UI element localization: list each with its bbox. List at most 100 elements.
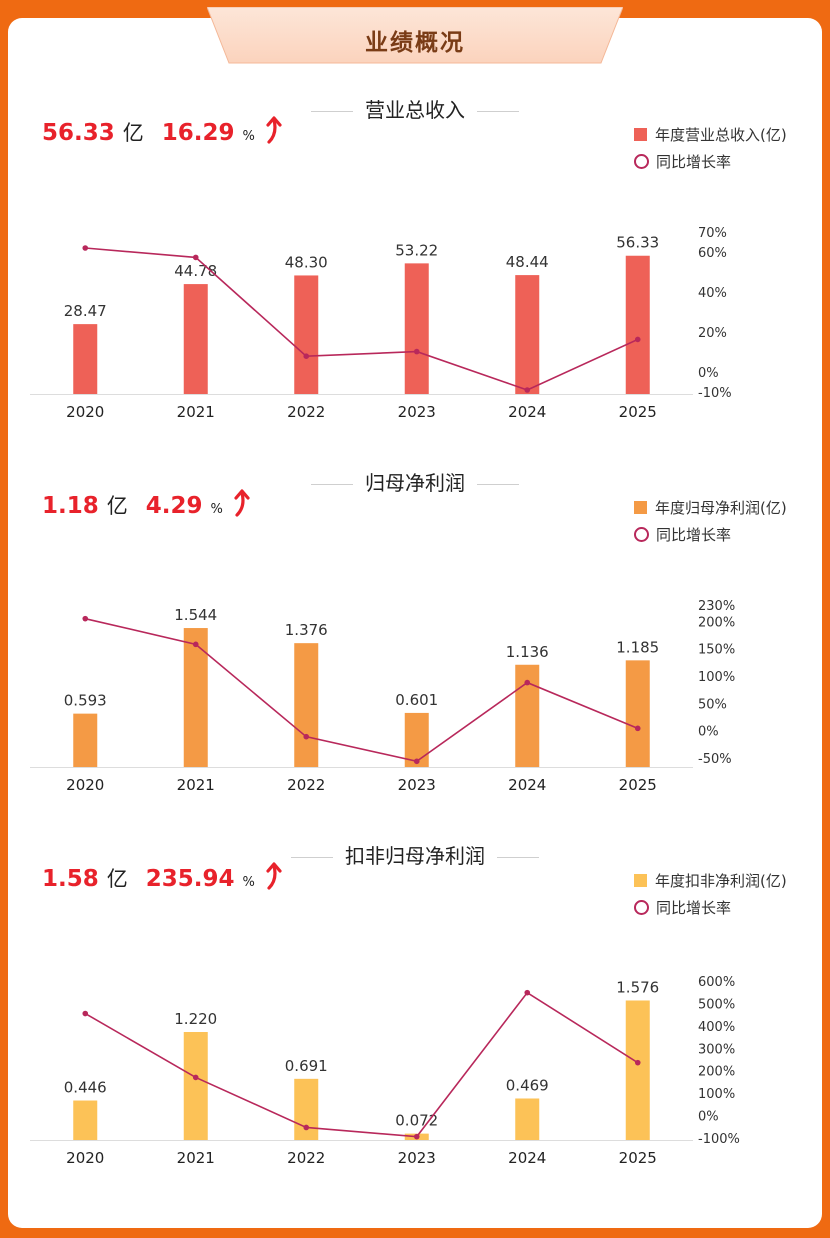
y2-tick-label: 100% <box>698 670 735 685</box>
kpi-summary: 1.18 亿 4.29% <box>42 489 251 521</box>
kpi-growth: 16.29 <box>161 120 235 146</box>
growth-point-2021 <box>192 1074 199 1081</box>
legend-item-bar[interactable]: 年度扣非净利润(亿) <box>634 870 787 892</box>
bar-2022 <box>294 275 319 394</box>
deducted-profit-section: 扣非归母净利润 1.58 亿 235.94% 年度扣非净利润(亿) 同比增长率 0.… <box>8 844 822 1221</box>
x-tick-label: 2024 <box>508 776 546 794</box>
x-tick-label: 2022 <box>287 1149 325 1167</box>
growth-point-2022 <box>303 1124 310 1131</box>
chart-legend: 年度归母净利润(亿) 同比增长率 <box>634 497 787 551</box>
growth-point-2024 <box>524 679 531 686</box>
x-tick-label: 2020 <box>66 403 104 421</box>
growth-point-2025 <box>634 725 641 732</box>
legend-label: 同比增长率 <box>656 899 732 917</box>
bar-value-label: 53.22 <box>395 241 438 259</box>
growth-point-2024 <box>524 989 531 996</box>
legend-circle-icon <box>634 900 649 915</box>
section-title-text: 营业总收入 <box>365 98 465 122</box>
bar-2025 <box>625 255 650 394</box>
section-title: 营业总收入 <box>8 94 822 123</box>
legend-swatch <box>634 128 647 141</box>
section-title: 扣非归母净利润 <box>8 840 822 869</box>
growth-point-2025 <box>634 1059 641 1066</box>
kpi-summary: 56.33 亿 16.29% <box>42 116 283 148</box>
banner-shape <box>207 7 623 64</box>
growth-line <box>85 247 639 391</box>
y2-tick-label: -100% <box>698 1132 740 1147</box>
growth-point-2023 <box>413 758 420 765</box>
legend-label: 年度营业总收入(亿) <box>655 126 787 144</box>
y2-tick-label: 500% <box>698 997 735 1012</box>
x-tick-label: 2021 <box>177 776 215 794</box>
kpi-summary: 1.58 亿 235.94% <box>42 862 283 894</box>
legend-item-bar[interactable]: 年度营业总收入(亿) <box>634 124 787 146</box>
section-title-text: 归母净利润 <box>365 471 465 495</box>
y2-tick-label: 70% <box>698 226 727 241</box>
legend-item-line[interactable]: 同比增长率 <box>634 897 787 919</box>
legend-item-bar[interactable]: 年度归母净利润(亿) <box>634 497 787 519</box>
bar-2022 <box>294 1078 319 1140</box>
growth-line <box>84 991 639 1138</box>
growth-point-2023 <box>413 1133 420 1140</box>
summary-card <box>8 18 822 1228</box>
kpi-unit: 亿 <box>106 494 128 518</box>
section-title: 归母净利润 <box>8 467 822 496</box>
up-arrow-icon <box>265 116 283 148</box>
title-rule-left <box>311 111 353 112</box>
x-tick-label: 2023 <box>398 403 436 421</box>
y2-tick-label: 600% <box>698 975 735 990</box>
x-tick-label: 2024 <box>508 1149 546 1167</box>
kpi-growth-unit: % <box>210 502 223 517</box>
bar-2023 <box>404 263 429 394</box>
kpi-growth-unit: % <box>242 129 255 144</box>
legend-circle-icon <box>634 154 649 169</box>
x-tick-label: 2021 <box>177 1149 215 1167</box>
legend-label: 同比增长率 <box>656 526 732 544</box>
header-banner: 业绩概况 <box>207 7 623 65</box>
bar-value-label: 1.576 <box>616 978 659 996</box>
up-arrow-icon <box>233 489 251 521</box>
bar-value-label: 28.47 <box>64 302 107 320</box>
bar-2025 <box>625 660 650 767</box>
x-tick-label: 2023 <box>398 776 436 794</box>
bar-2023 <box>404 712 429 767</box>
kpi-unit: 亿 <box>106 867 128 891</box>
net-profit-chart: 0.593 1.544 1.376 0.601 1.136 1.185 2020 2021 20… <box>30 599 735 794</box>
x-tick-label: 2021 <box>177 403 215 421</box>
legend-item-line[interactable]: 同比增长率 <box>634 524 787 546</box>
bar-2024 <box>515 275 540 394</box>
bar-2022 <box>294 643 319 767</box>
legend-item-line[interactable]: 同比增长率 <box>634 151 787 173</box>
x-tick-label: 2025 <box>619 403 657 421</box>
y2-tick-label: 0% <box>698 366 719 381</box>
bar-value-label: 0.446 <box>64 1079 107 1097</box>
bar-value-label: 1.376 <box>285 621 328 639</box>
bar-value-label: 0.469 <box>506 1076 549 1094</box>
growth-point-2022 <box>303 733 310 740</box>
y2-tick-label: 230% <box>698 599 735 614</box>
legend-circle-icon <box>634 527 649 542</box>
kpi-value: 1.18 <box>42 493 99 519</box>
legend-label: 同比增长率 <box>656 153 732 171</box>
kpi-growth-unit: % <box>242 875 255 890</box>
bar-2020 <box>73 324 98 394</box>
legend-label: 年度扣非净利润(亿) <box>655 872 787 890</box>
x-tick-label: 2023 <box>398 1149 436 1167</box>
y2-tick-label: 200% <box>698 615 735 630</box>
bar-2024 <box>515 1098 540 1140</box>
x-tick-label: 2020 <box>66 1149 104 1167</box>
y2-tick-label: 20% <box>698 326 727 341</box>
revenue-section: 营业总收入 56.33 亿 16.29% 年度营业总收入(亿) 同比增长率 28.4… <box>8 98 822 475</box>
bar-value-label: 0.072 <box>395 1112 438 1130</box>
bar-value-label: 1.136 <box>506 643 549 661</box>
kpi-value: 56.33 <box>42 120 115 146</box>
x-tick-label: 2022 <box>287 403 325 421</box>
y2-tick-label: 100% <box>698 1087 735 1102</box>
bar-value-label: 56.33 <box>616 234 659 252</box>
bar-value-label: 0.593 <box>64 692 107 710</box>
bar-value-label: 0.691 <box>285 1057 328 1075</box>
chart-legend: 年度营业总收入(亿) 同比增长率 <box>634 124 787 178</box>
title-rule-left <box>291 857 333 858</box>
bar-2020 <box>73 1100 98 1140</box>
